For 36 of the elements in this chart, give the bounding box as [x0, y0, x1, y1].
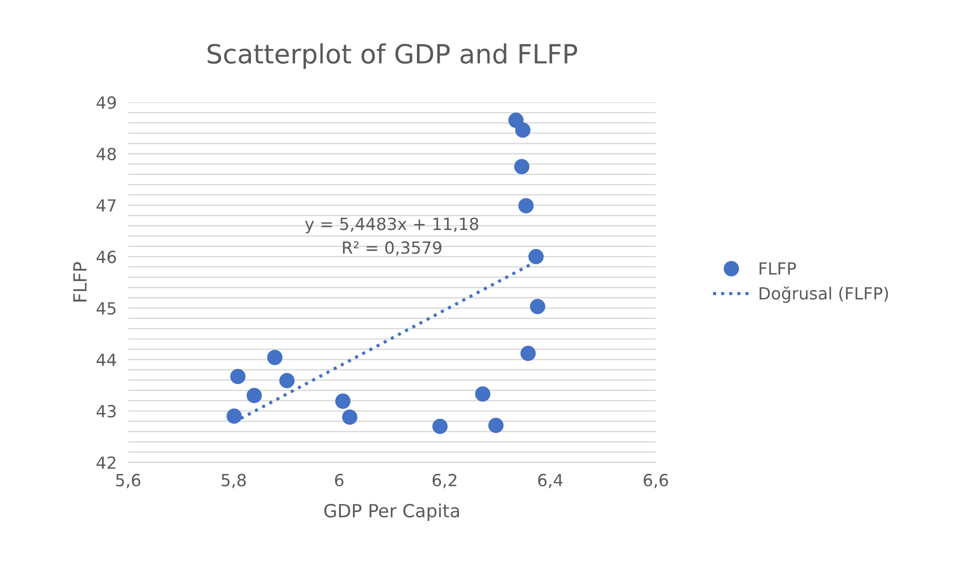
y-tick-label: 42 [96, 456, 116, 469]
point [520, 346, 536, 361]
point [530, 298, 546, 314]
legend-label: FLFP [760, 262, 796, 275]
y-tick-label: 44 [96, 354, 116, 366]
y-tick-label: 48 [96, 148, 116, 160]
y-axis-title: FLFP [73, 262, 86, 302]
point [230, 368, 246, 384]
x-tick-label: 5,6 [116, 474, 140, 488]
x-tick-label: 6,4 [538, 474, 563, 488]
point [488, 418, 504, 433]
point [246, 388, 262, 404]
point [279, 372, 295, 388]
point [226, 408, 242, 424]
point [514, 158, 530, 174]
y-tick-label: 49 [96, 96, 116, 109]
point [432, 418, 448, 434]
x-tick-label: 6,6 [644, 474, 668, 488]
legend-label: Doğrusal (FLFP) [760, 286, 888, 303]
point [515, 122, 530, 138]
x-tick-label: 6 [335, 474, 344, 486]
y-tick-label: 45 [96, 302, 116, 315]
point [475, 386, 490, 402]
point [528, 248, 544, 264]
y-tick-label: 47 [96, 199, 116, 212]
point [342, 409, 358, 425]
annotation: y = 5,4483x + 11,18 R² = 0,3579 [305, 218, 478, 256]
x-tick-label: 5,8 [222, 474, 246, 488]
y-tick-label: 43 [96, 404, 116, 418]
x-tick-label: 6,2 [432, 474, 456, 488]
point [518, 198, 534, 214]
point [267, 350, 282, 366]
chart-title: Scatterplot of GDP and FLFP [208, 43, 578, 69]
point [335, 394, 351, 409]
y-tick-label: 46 [96, 250, 116, 264]
x-axis-title: GDP Per Capita [324, 504, 459, 522]
